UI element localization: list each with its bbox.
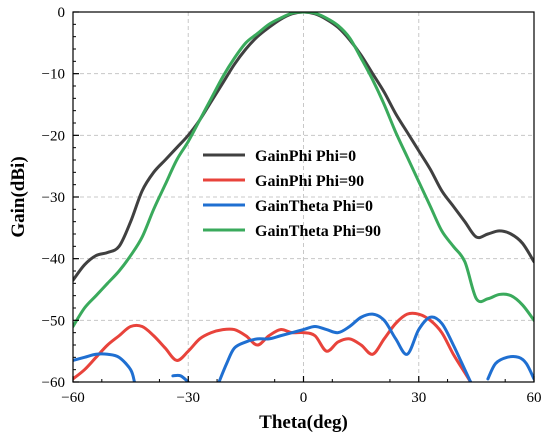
x-tick-label: −30 [177,390,200,406]
legend-label-3: GainTheta Phi=0 [255,198,373,215]
series-line-3 [73,312,534,382]
legend: GainPhi Phi=0 GainPhi Phi=90 GainTheta Phi… [203,148,381,240]
legend-label-2: GainPhi Phi=90 [255,173,364,190]
y-tick-label: −50 [42,313,65,329]
series-lines [73,12,534,382]
x-tick-label: 30 [411,390,426,406]
x-axis-title: Theta(deg) [259,412,348,433]
y-tick-label: −60 [42,375,65,391]
y-axis-title: Gain(dBi) [8,156,29,237]
axis-ticks: −60 −30 0 30 60 0 −10 −20 −30 −40 −50 −60 [42,5,542,406]
y-tick-label: −40 [42,252,65,268]
series-line-4 [73,12,534,328]
legend-label-4: GainTheta Phi=90 [255,223,381,240]
y-tick-label: −20 [42,128,65,144]
y-tick-label: −10 [42,67,65,83]
legend-label-1: GainPhi Phi=0 [255,148,356,165]
series-line-1 [73,12,534,282]
grid [73,12,534,382]
x-tick-label: 0 [300,390,308,406]
x-tick-label: 60 [527,390,542,406]
y-tick-label: 0 [58,5,66,21]
x-tick-label: −60 [61,390,84,406]
y-tick-label: −30 [42,190,65,206]
series-line-2 [73,311,473,382]
